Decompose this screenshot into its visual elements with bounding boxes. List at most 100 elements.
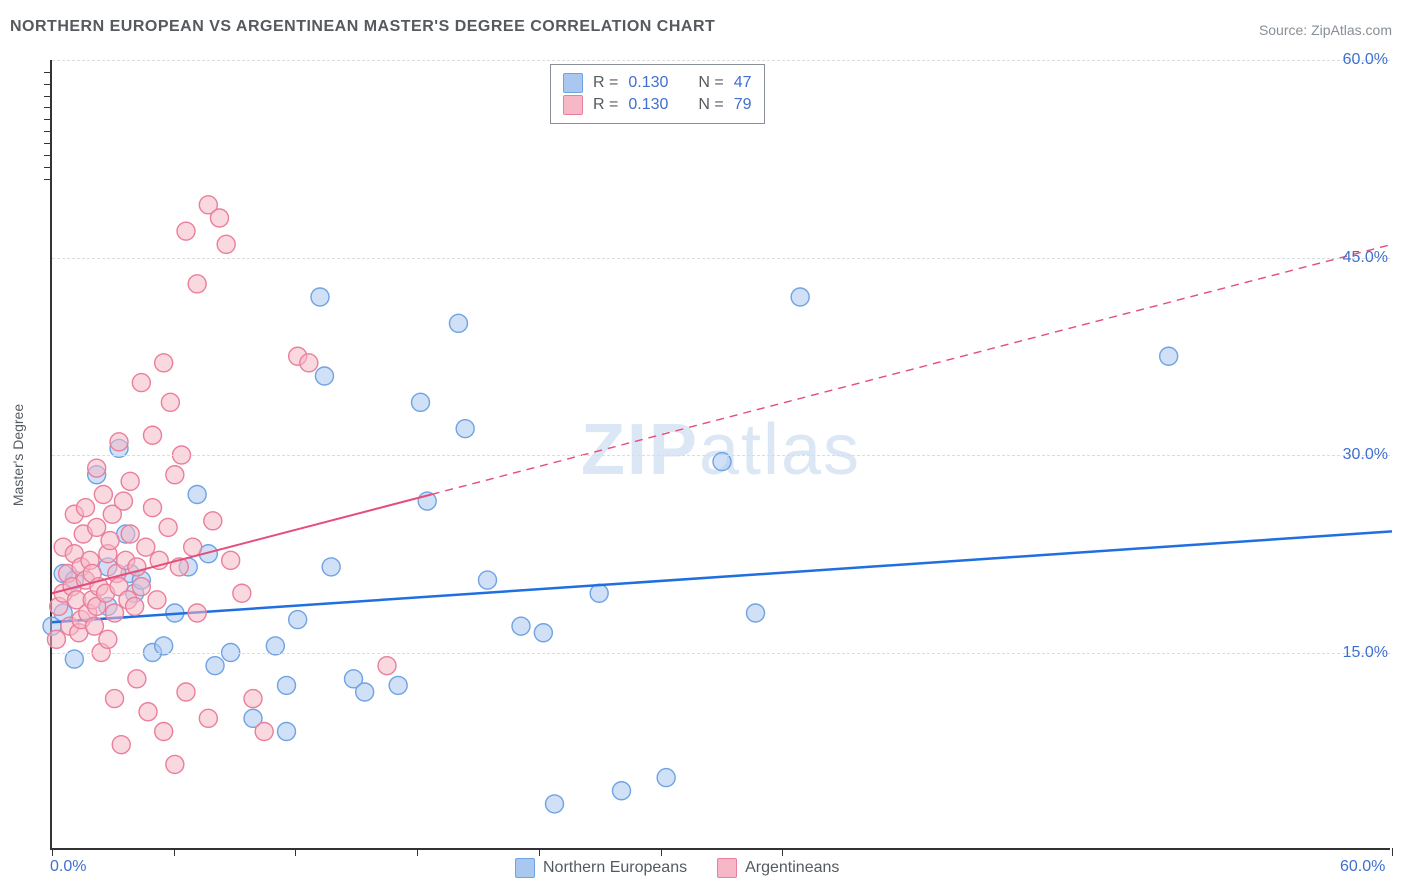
data-point: [188, 486, 206, 504]
data-point: [356, 683, 374, 701]
data-point: [161, 393, 179, 411]
data-point: [128, 670, 146, 688]
y-tick: [44, 107, 52, 108]
data-point: [206, 657, 224, 675]
data-point: [112, 736, 130, 754]
legend-series-item: Argentineans: [717, 858, 839, 878]
data-point: [199, 709, 217, 727]
legend-swatch: [563, 95, 583, 115]
data-point: [94, 486, 112, 504]
data-point: [106, 690, 124, 708]
trend-line: [52, 531, 1392, 622]
data-point: [244, 690, 262, 708]
data-point: [188, 275, 206, 293]
data-point: [166, 755, 184, 773]
data-point: [99, 630, 117, 648]
x-tick: [1392, 848, 1393, 856]
data-point: [546, 795, 564, 813]
data-point: [278, 723, 296, 741]
data-point: [159, 518, 177, 536]
legend-r-val: 0.130: [628, 96, 668, 114]
data-point: [177, 683, 195, 701]
x-tick-label: 60.0%: [1340, 858, 1385, 876]
data-point: [300, 354, 318, 372]
data-point: [101, 532, 119, 550]
data-point: [148, 591, 166, 609]
legend-series-item: Northern Europeans: [515, 858, 687, 878]
data-point: [378, 657, 396, 675]
data-point: [47, 630, 65, 648]
data-point: [85, 617, 103, 635]
data-point: [144, 499, 162, 517]
data-point: [278, 676, 296, 694]
data-point: [88, 459, 106, 477]
data-point: [126, 597, 144, 615]
data-point: [166, 466, 184, 484]
data-point: [132, 578, 150, 596]
x-tick: [539, 848, 540, 856]
data-point: [155, 723, 173, 741]
data-point: [137, 538, 155, 556]
data-point: [449, 314, 467, 332]
data-point: [114, 492, 132, 510]
legend-swatch: [515, 858, 535, 878]
data-point: [155, 354, 173, 372]
data-point: [315, 367, 333, 385]
data-point: [110, 433, 128, 451]
data-point: [177, 222, 195, 240]
data-point: [106, 604, 124, 622]
y-tick-label: 45.0%: [1343, 249, 1392, 267]
y-tick: [44, 119, 52, 120]
gridline: [52, 60, 1390, 61]
data-point: [389, 676, 407, 694]
y-tick: [44, 167, 52, 168]
data-point: [289, 611, 307, 629]
y-tick: [44, 96, 52, 97]
data-point: [211, 209, 229, 227]
x-tick-label: 0.0%: [50, 858, 86, 876]
source-label: Source: ZipAtlas.com: [1259, 22, 1392, 38]
data-point: [188, 604, 206, 622]
data-point: [791, 288, 809, 306]
legend-n-val: 79: [734, 96, 752, 114]
data-point: [121, 525, 139, 543]
y-tick: [44, 72, 52, 73]
data-point: [121, 472, 139, 490]
data-point: [479, 571, 497, 589]
legend-stats-row: R =0.130N =47: [563, 73, 752, 93]
y-tick-label: 60.0%: [1343, 51, 1392, 69]
y-axis-title: Master's Degree: [10, 404, 26, 506]
legend-r-lab: R =: [593, 74, 618, 92]
data-point: [747, 604, 765, 622]
trend-line-dashed: [432, 244, 1392, 494]
y-tick-label: 15.0%: [1343, 644, 1392, 662]
data-point: [311, 288, 329, 306]
y-tick: [44, 84, 52, 85]
data-point: [88, 518, 106, 536]
y-tick: [44, 143, 52, 144]
data-point: [184, 538, 202, 556]
y-tick: [44, 155, 52, 156]
legend-r-lab: R =: [593, 96, 618, 114]
data-point: [322, 558, 340, 576]
data-point: [233, 584, 251, 602]
data-point: [613, 782, 631, 800]
legend-swatch: [717, 858, 737, 878]
data-point: [204, 512, 222, 530]
x-tick: [661, 848, 662, 856]
legend-swatch: [563, 73, 583, 93]
legend-series-label: Argentineans: [745, 859, 839, 877]
legend-series: Northern Europeans Argentineans: [515, 858, 839, 878]
legend-n-lab: N =: [698, 74, 723, 92]
legend-r-val: 0.130: [628, 74, 668, 92]
page-title: NORTHERN EUROPEAN VS ARGENTINEAN MASTER'…: [10, 18, 715, 36]
x-tick: [174, 848, 175, 856]
gridline: [52, 653, 1390, 654]
plot-svg: [52, 60, 1390, 848]
scatter-plot: ZIPatlas 15.0%30.0%45.0%60.0%: [50, 60, 1390, 850]
data-point: [77, 499, 95, 517]
data-point: [534, 624, 552, 642]
data-point: [217, 235, 235, 253]
data-point: [144, 426, 162, 444]
data-point: [1160, 347, 1178, 365]
